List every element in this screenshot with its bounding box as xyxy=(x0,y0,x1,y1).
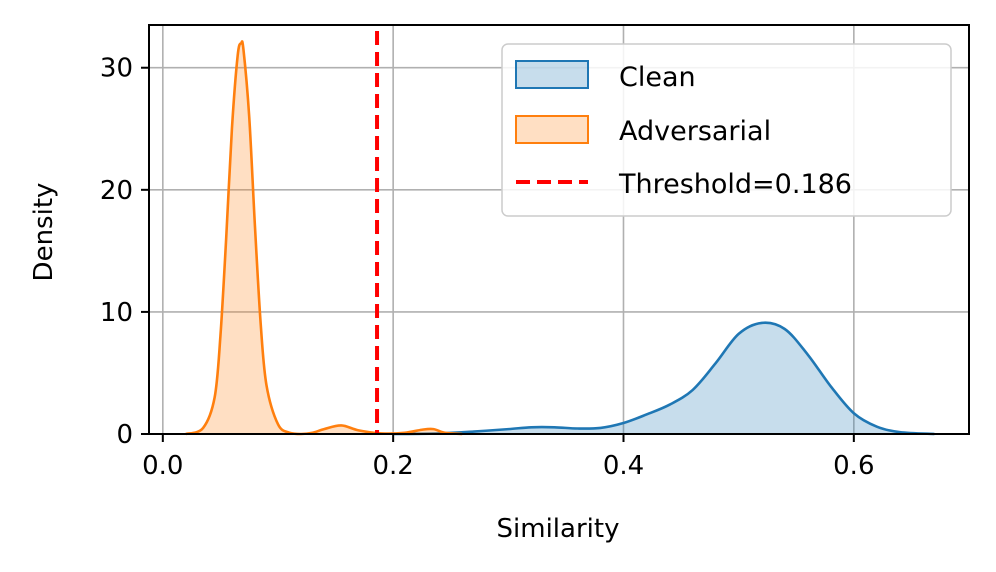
density-area-adversarial xyxy=(185,41,463,434)
x-axis-ticks: 0.0 0.2 0.4 0.6 xyxy=(142,434,875,481)
y-tick-label: 0 xyxy=(116,420,133,450)
legend-swatch-adversarial xyxy=(515,115,589,144)
density-area-clean xyxy=(393,322,935,434)
density-line-clean xyxy=(393,321,935,436)
legend: Clean Adversarial Threshold=0.186 xyxy=(501,43,952,217)
x-tick-label: 0.2 xyxy=(372,451,413,481)
y-axis-label: Density xyxy=(29,183,59,282)
x-tick-label: 0.4 xyxy=(603,451,644,481)
y-tick-label: 10 xyxy=(100,298,133,328)
legend-box xyxy=(501,43,952,217)
legend-swatch-clean xyxy=(515,60,589,89)
x-tick-label: 0.6 xyxy=(833,451,874,481)
legend-label-adversarial: Adversarial xyxy=(619,116,771,147)
y-tick-label: 20 xyxy=(100,176,133,206)
x-axis-label: Similarity xyxy=(497,514,620,544)
x-tick-label: 0.0 xyxy=(142,451,183,481)
legend-label-clean: Clean xyxy=(619,62,696,93)
y-tick-label: 30 xyxy=(100,54,133,84)
plot-frame xyxy=(148,24,970,435)
y-axis-ticks: 0 10 20 30 xyxy=(100,54,149,450)
legend-label-threshold: Threshold=0.186 xyxy=(618,169,852,200)
